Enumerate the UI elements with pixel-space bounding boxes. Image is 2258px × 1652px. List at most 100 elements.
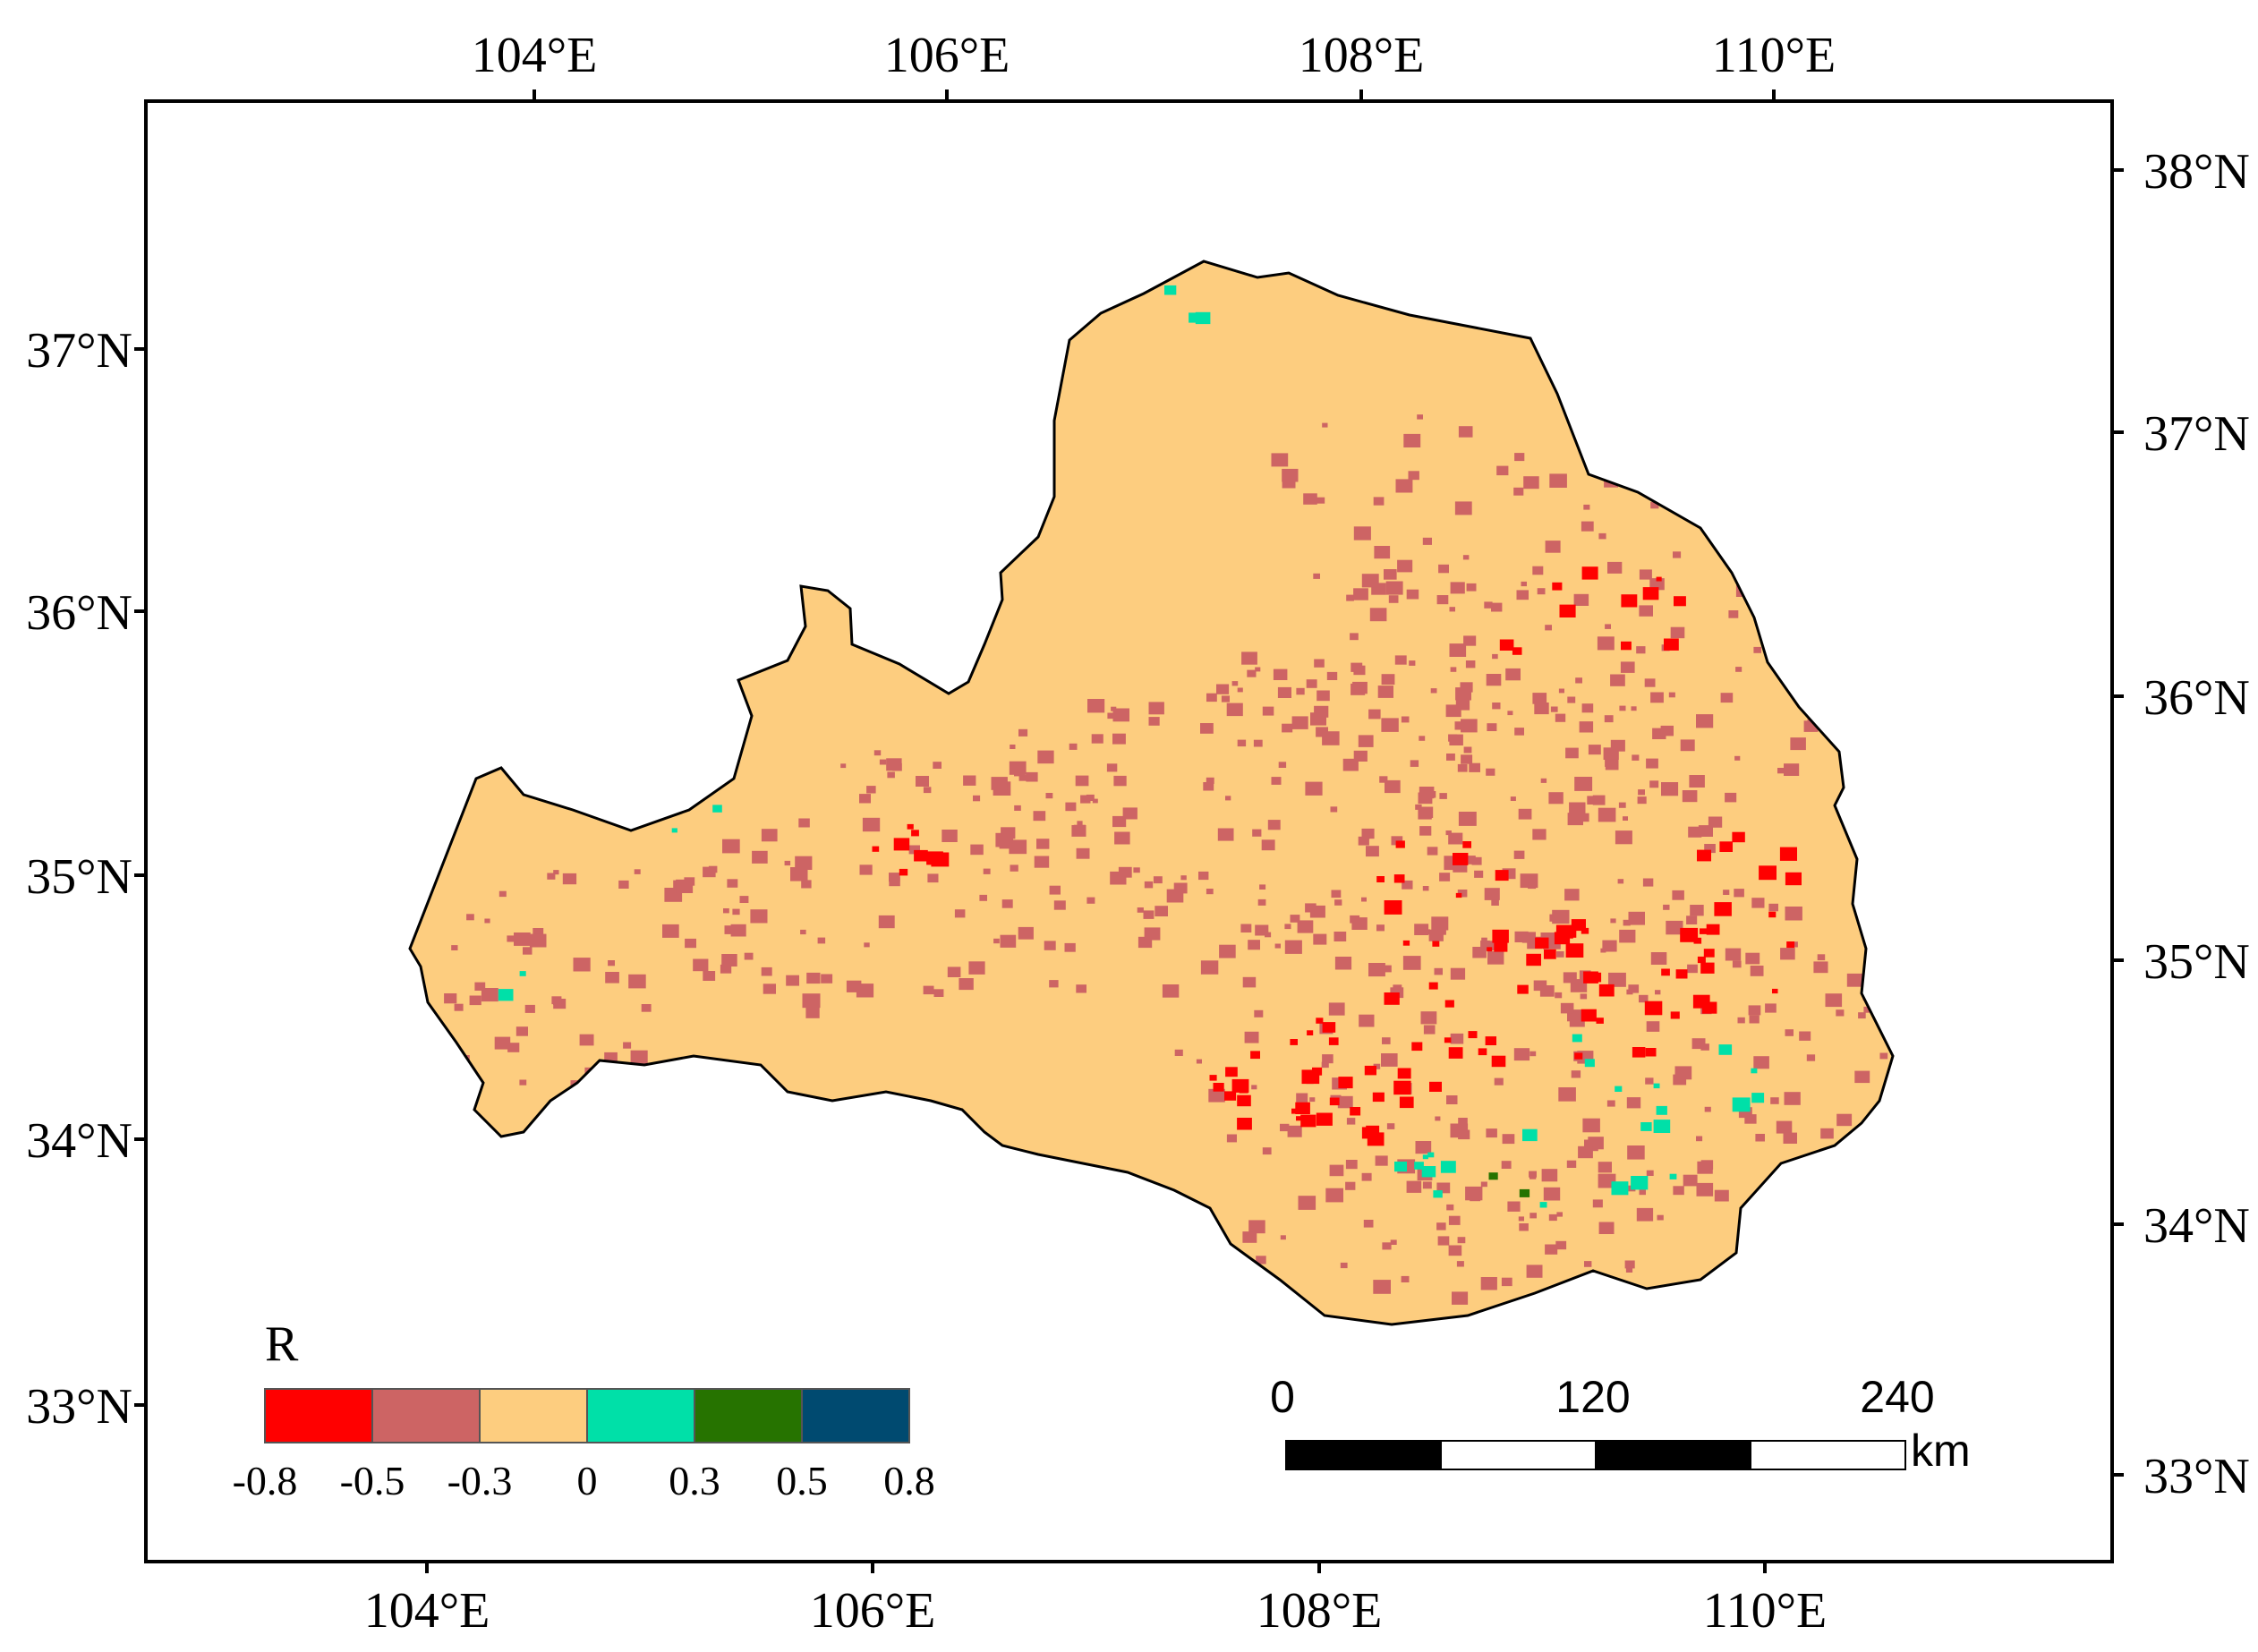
raster-patch [1114,831,1130,845]
raster-patch [968,961,985,975]
raster-patch [1571,919,1586,932]
raster-patch [1384,569,1397,580]
raster-patch [1492,929,1509,943]
raster-patch [1456,1261,1464,1267]
raster-patch [1428,982,1438,990]
raster-patch [1143,910,1155,919]
right-axis-label: 35°N [2143,934,2250,990]
raster-patch [1241,651,1257,665]
right-axis: 38°N 37°N 36°N 35°N 34°N 33°N [2143,144,2250,1504]
raster-patch [1206,889,1214,895]
raster-patch [466,914,474,921]
legend-swatch [586,1388,695,1443]
legend-break-label: -0.8 [233,1458,298,1503]
raster-patch [524,1004,535,1013]
raster-patch [1010,864,1018,872]
raster-patch [1368,963,1385,977]
raster-patch [1334,957,1352,970]
raster-patch [1148,717,1160,726]
raster-patch [1776,1120,1793,1134]
raster-patch [1259,884,1266,890]
raster-patch [1422,537,1432,545]
raster-patch [1788,607,1796,614]
raster-patch [1755,1134,1765,1142]
raster-patch [1383,965,1392,973]
raster-patch [1502,1134,1515,1145]
raster-patch [1237,1118,1252,1130]
raster-patch [1435,1116,1441,1121]
raster-patch [1487,947,1493,952]
raster-patch [1806,644,1818,653]
raster-patch [914,849,928,862]
raster-patch [1513,487,1524,496]
raster-patch [1255,924,1269,936]
raster-patch [1353,588,1368,600]
raster-patch [1237,739,1247,747]
raster-patch [1350,1107,1361,1116]
raster-patch [1226,1134,1237,1143]
raster-patch [507,1043,520,1052]
raster-patch [1650,501,1659,509]
raster-patch [1539,1202,1547,1208]
raster-patch [1836,1009,1845,1017]
raster-patch [630,1050,648,1064]
raster-patch [1751,1068,1758,1074]
raster-patch [1388,586,1398,593]
raster-patch [1642,587,1659,600]
raster-patch [1358,735,1374,747]
raster-patch [684,877,695,886]
raster-patch [1492,653,1498,660]
raster-patch [1395,840,1405,848]
raster-patch [1528,881,1537,890]
raster-patch [1718,1044,1733,1055]
raster-patch [1631,1176,1649,1190]
raster-patch [1450,967,1466,980]
raster-patch [1453,853,1469,865]
raster-patch [1783,1132,1797,1144]
raster-patch [1605,759,1619,771]
raster-patch [1448,1245,1462,1256]
raster-patch [1444,1000,1454,1008]
raster-patch [1598,1162,1612,1173]
raster-patch [1521,581,1527,587]
raster-patch [1322,422,1328,428]
raster-patch [1765,1003,1777,1013]
raster-patch [1037,750,1054,764]
legend-swatch [694,1388,803,1443]
raster-patch [1555,713,1566,722]
raster-patch [1445,704,1461,718]
raster-patch [1512,647,1522,655]
raster-patch [1777,768,1785,774]
raster-patch [1454,501,1472,515]
raster-patch [1353,526,1371,541]
raster-patch [1033,811,1046,822]
raster-patch [1251,1085,1257,1090]
raster-patch [1664,638,1679,651]
raster-patch [1627,1145,1645,1160]
raster-patch [1463,635,1477,646]
raster-patch [1472,947,1487,958]
raster-patch [1298,1196,1316,1210]
raster-patch [1831,635,1838,641]
raster-patch [1522,1128,1538,1142]
raster-patch [1670,1011,1680,1019]
raster-patch [1545,625,1552,631]
raster-patch [1026,771,1038,782]
raster-patch [1445,830,1452,836]
raster-patch [1725,948,1742,961]
raster-patch [1881,1016,1893,1026]
correlation-raster [408,260,1909,1326]
raster-patch [1391,836,1403,846]
raster-patch [1427,847,1438,856]
raster-patch [1001,899,1013,908]
raster-patch [1784,1092,1801,1105]
raster-patch [1893,1040,1909,1052]
raster-patch [1112,733,1126,745]
raster-patch [1650,952,1667,965]
raster-patch [1598,807,1616,822]
raster-patch [1700,1043,1709,1051]
raster-patch [1615,1086,1623,1092]
raster-patch [1605,624,1611,629]
raster-patch [1734,889,1744,898]
raster-patch [1433,1190,1443,1198]
